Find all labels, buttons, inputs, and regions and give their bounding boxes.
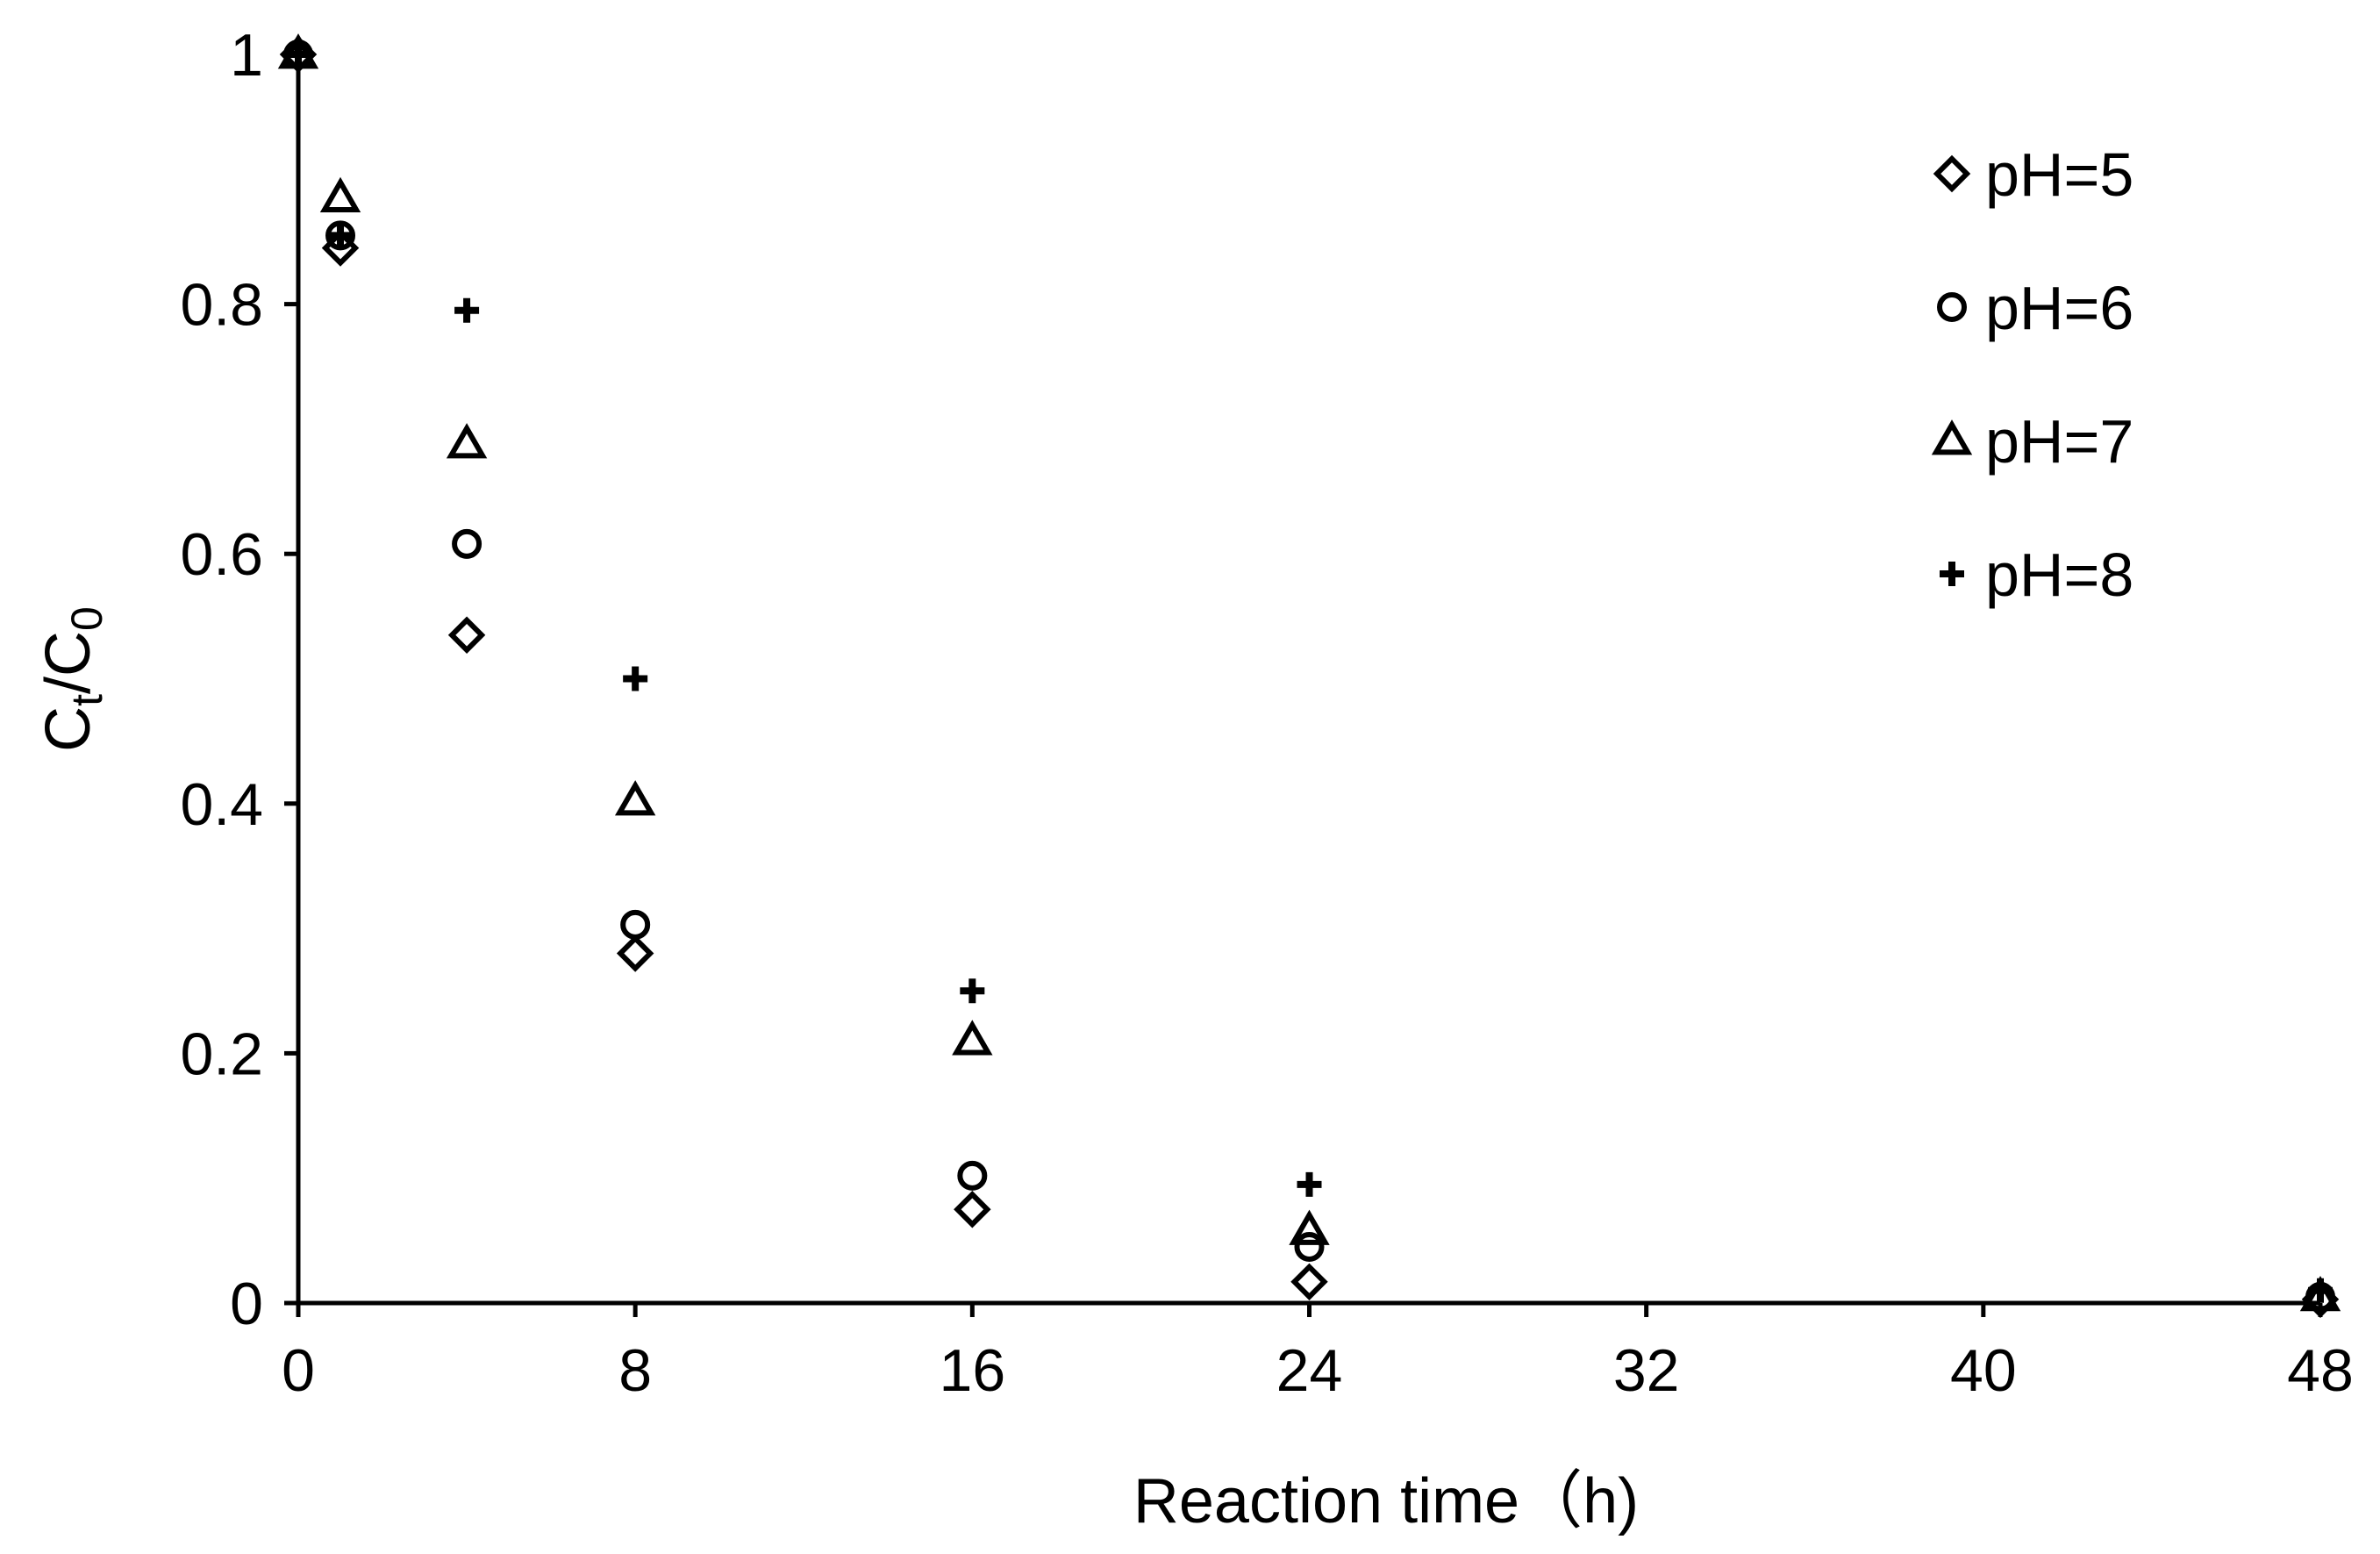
y-tick-label: 1 — [230, 22, 263, 89]
legend-marker-circle — [1937, 292, 1967, 322]
legend-item: pH=8 — [1940, 541, 2133, 609]
x-tick-label: 40 — [1950, 1337, 2017, 1404]
legend-item: pH=5 — [1933, 140, 2133, 209]
y-tick-label: 0 — [230, 1271, 263, 1337]
x-tick-label: 16 — [940, 1337, 1006, 1404]
legend: pH=5 pH=6 pH=7 pH=8 — [1931, 140, 2133, 609]
data-point-circle — [452, 528, 482, 559]
legend-marker-diamond — [1933, 154, 1971, 193]
x-tick-label: 24 — [1276, 1337, 1343, 1404]
x-tick-label: 0 — [282, 1337, 315, 1404]
ticks — [284, 52, 2323, 1317]
tick-labels: 0 8 16 24 32 40 48 0 0.2 0.4 0.6 0.8 1 — [180, 22, 2353, 1404]
data-point-triangle — [952, 1020, 993, 1056]
data-point-circle — [620, 909, 651, 940]
data-point-triangle — [614, 780, 656, 816]
y-tick-label: 0.2 — [180, 1020, 263, 1087]
data-point-diamond — [1290, 1263, 1328, 1301]
data-point-diamond — [616, 935, 654, 972]
data-point-triangle — [446, 423, 488, 459]
x-tick-label: 48 — [2287, 1337, 2354, 1404]
legend-item: pH=7 — [1931, 407, 2133, 476]
y-axis-title-sub-t: t — [62, 694, 111, 706]
legend-label: pH=6 — [1985, 274, 2133, 342]
x-axis-title: Reaction time（h) — [1133, 1466, 1639, 1536]
y-axis-title-sub-0: 0 — [62, 606, 111, 631]
legend-item: pH=6 — [1937, 274, 2133, 342]
data-point-diamond — [447, 616, 486, 654]
data-points — [277, 33, 2341, 1318]
legend-label: pH=5 — [1985, 140, 2133, 209]
data-point-triangle — [2299, 1276, 2341, 1312]
y-axis-title-main: C — [33, 706, 104, 752]
data-point-plus — [2308, 1278, 2333, 1303]
data-point-diamond — [954, 1191, 991, 1228]
x-tick-label: 8 — [618, 1337, 652, 1404]
y-axis-title: Ct/C0 — [33, 606, 111, 752]
y-tick-label: 0.4 — [180, 771, 263, 838]
data-point-circle — [957, 1160, 988, 1191]
series-ph-6 — [283, 39, 2335, 1312]
data-point-plus — [1297, 1171, 1322, 1197]
data-point-plus — [286, 42, 311, 67]
data-point-plus — [623, 666, 648, 691]
data-point-plus — [960, 978, 985, 1004]
legend-label: pH=7 — [1985, 407, 2133, 476]
y-tick-label: 0.6 — [180, 521, 263, 588]
y-tick-label: 0.8 — [180, 272, 263, 339]
data-point-plus — [328, 223, 354, 248]
x-tick-label: 32 — [1613, 1337, 1680, 1404]
data-point-triangle — [319, 176, 361, 213]
y-axis-title-sep: /C — [33, 631, 104, 694]
legend-marker-plus — [1940, 562, 1964, 586]
axes — [296, 54, 2320, 1306]
data-point-circle — [1294, 1231, 1325, 1262]
series-ph-5 — [279, 35, 2340, 1318]
data-point-triangle — [1289, 1209, 1330, 1245]
data-point-plus — [454, 297, 480, 323]
series-ph-7 — [277, 33, 2341, 1312]
legend-label: pH=8 — [1985, 541, 2133, 609]
legend-marker-triangle — [1931, 419, 1973, 455]
series-ph-8 — [286, 42, 2333, 1303]
